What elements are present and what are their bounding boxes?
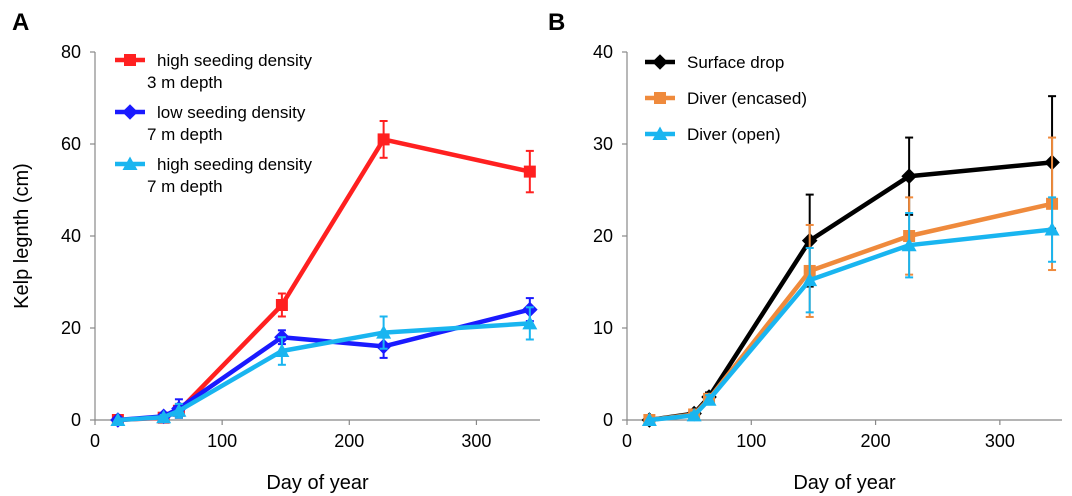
p1-legend-label: low seeding density <box>157 103 306 122</box>
p2-y-tick-label: 30 <box>593 134 613 154</box>
p1-y-tick-label: 60 <box>61 134 81 154</box>
p2-legend-marker <box>652 126 668 140</box>
panel-label-b: B <box>548 9 565 36</box>
p2-legend-marker <box>652 54 668 70</box>
p2-x-axis-label: Day of year <box>793 472 896 494</box>
p2-legend-label: Diver (open) <box>687 125 781 144</box>
p2-data-point <box>641 412 657 426</box>
p1-series-3: high seeding density 7 m depth <box>110 155 538 426</box>
p2-series-3: Diver (open) <box>641 125 1060 426</box>
p2-x-tick-label: 300 <box>985 431 1015 451</box>
p2-y-tick-label: 10 <box>593 318 613 338</box>
p2-series-line <box>649 227 1053 423</box>
p2-y-tick-label: 40 <box>593 42 613 62</box>
p1-data-point <box>156 409 172 424</box>
p2-x-tick-label: 200 <box>861 431 891 451</box>
p1-data-point <box>376 325 392 339</box>
p2-legend-marker <box>654 92 666 104</box>
p1-data-point <box>523 165 536 178</box>
p2-series-1: Surface drop <box>641 53 1060 428</box>
p1-y-tick-label: 20 <box>61 318 81 338</box>
p1-y-tick-label: 0 <box>71 410 81 430</box>
p1-data-point <box>274 343 290 357</box>
p1-x-tick-label: 200 <box>334 431 364 451</box>
chart-panel-b: 0 100 200 300 0 10 20 30 40 Day of year Surface dr… <box>593 42 1062 494</box>
p1-x-tick-label: 100 <box>207 431 237 451</box>
p2-data-point <box>901 168 917 184</box>
p1-y-tick-label: 40 <box>61 226 81 246</box>
p2-x-tick-label: 0 <box>622 431 632 451</box>
p2-x-tick-label: 100 <box>736 431 766 451</box>
p1-legend-label: 7 m depth <box>147 125 223 144</box>
p1-data-point <box>275 299 288 311</box>
chart-panel-a: 0 100 200 300 0 20 40 60 80 Day of year Kelp legnt… <box>11 42 540 494</box>
p1-legend-marker <box>122 104 138 120</box>
p1-x-tick-label: 300 <box>461 431 491 451</box>
p2-y-tick-label: 20 <box>593 226 613 246</box>
panel-label-a: A <box>12 9 29 36</box>
p1-legend-marker <box>124 54 136 66</box>
p1-x-axis-label: Day of year <box>266 472 369 494</box>
p2-data-point <box>901 237 917 252</box>
p1-legend-label: 3 m depth <box>147 73 223 92</box>
p2-series-line <box>649 160 1053 423</box>
p1-legend-marker <box>122 156 138 170</box>
p1-y-axis-label: Kelp legnth (cm) <box>11 163 33 309</box>
p1-data-point <box>110 412 126 426</box>
p2-data-point <box>686 407 702 422</box>
p1-legend-label: high seeding density <box>157 155 313 174</box>
p1-data-point <box>377 133 390 146</box>
p2-data-point <box>1044 222 1060 236</box>
p1-legend-label: 7 m depth <box>147 177 223 196</box>
p1-y-tick-label: 80 <box>61 42 81 62</box>
p2-legend-label: Surface drop <box>687 53 784 72</box>
p1-series-2: low seeding density 7 m depth <box>110 103 538 428</box>
p1-series-line <box>117 321 530 423</box>
p2-data-point <box>802 272 818 287</box>
p1-data-point <box>171 403 187 417</box>
p1-x-tick-label: 0 <box>90 431 100 451</box>
p2-data-point <box>701 392 717 406</box>
p1-legend-label: high seeding density <box>157 51 313 70</box>
p1-data-point <box>522 315 538 330</box>
p2-y-tick-label: 0 <box>603 410 613 430</box>
p2-legend-label: Diver (encased) <box>687 89 807 108</box>
